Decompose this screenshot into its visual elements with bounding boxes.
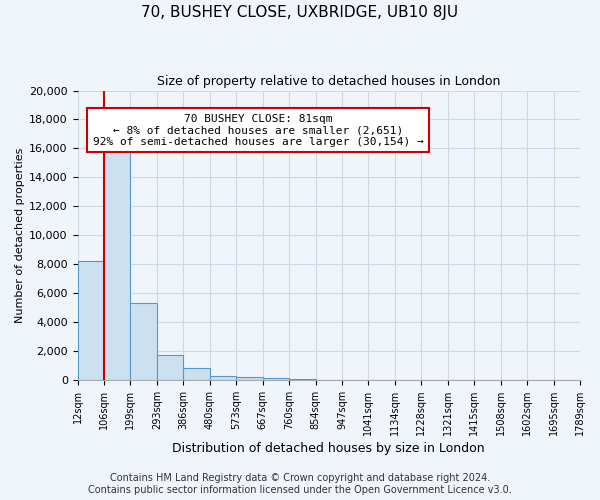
Bar: [104, 140, 130, 380]
Title: Size of property relative to detached houses in London: Size of property relative to detached ho…: [157, 75, 500, 88]
Text: Contains HM Land Registry data © Crown copyright and database right 2024.
Contai: Contains HM Land Registry data © Crown c…: [88, 474, 512, 495]
Bar: [157, 354, 184, 380]
Bar: [130, 303, 157, 380]
Bar: [77, 261, 104, 380]
Text: 70, BUSHEY CLOSE, UXBRIDGE, UB10 8JU: 70, BUSHEY CLOSE, UXBRIDGE, UB10 8JU: [142, 5, 458, 20]
Text: 70 BUSHEY CLOSE: 81sqm
← 8% of detached houses are smaller (2,651)
92% of semi-d: 70 BUSHEY CLOSE: 81sqm ← 8% of detached …: [93, 114, 424, 147]
X-axis label: Distribution of detached houses by size in London: Distribution of detached houses by size …: [172, 442, 485, 455]
Bar: [210, 376, 236, 380]
Y-axis label: Number of detached properties: Number of detached properties: [15, 148, 25, 323]
Bar: [236, 376, 263, 380]
Bar: [184, 368, 210, 380]
Bar: [289, 379, 316, 380]
Bar: [263, 378, 289, 380]
